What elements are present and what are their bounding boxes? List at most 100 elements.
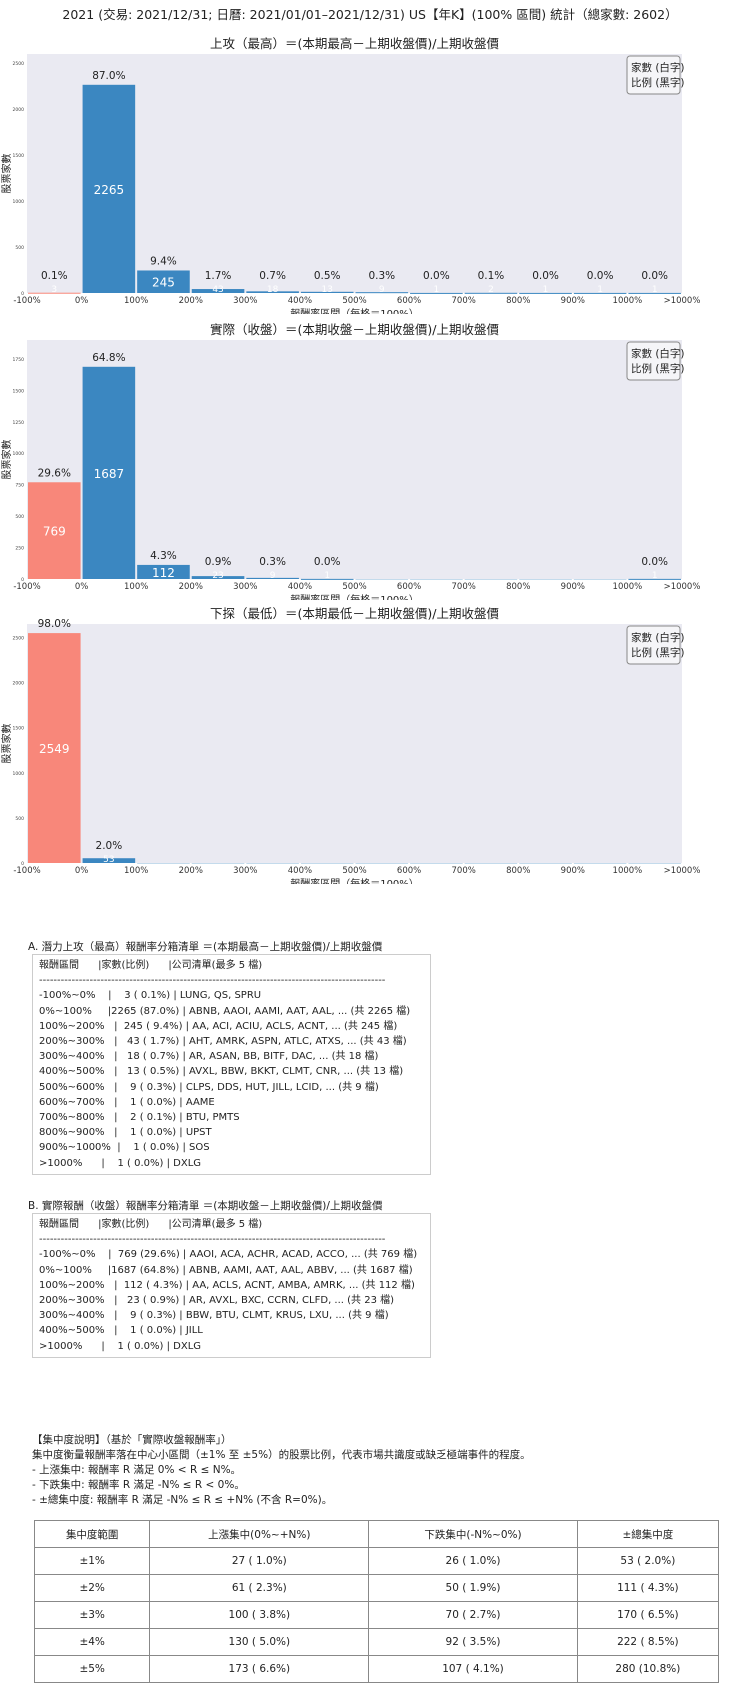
plot-area (27, 624, 682, 863)
bar-pct-label: 0.0% (423, 270, 450, 282)
list-row: 700%~800% | 2 ( 0.1%) | BTU, PMTS (39, 1112, 240, 1124)
x-tick-label: 900% (561, 296, 585, 306)
column-header: ±總集中度 (576, 1520, 720, 1548)
x-tick-label: 100% (124, 296, 148, 306)
x-tick-label: 600% (397, 582, 421, 592)
x-tick-label: 1000% (613, 296, 643, 306)
page-title: 2021 (交易: 2021/12/31; 日曆: 2021/01/01–202… (62, 7, 678, 22)
column-header: 上漲集中(0%~+N%) (149, 1520, 370, 1548)
legend-text: 比例 (黑字) (631, 646, 685, 659)
y-tick-label: 2000 (13, 681, 25, 687)
chart-title: 下探（最低）＝(本期最低－上期收盤價)/上期收盤價 (210, 606, 499, 621)
bar-pct-label: 0.0% (641, 556, 668, 568)
table-cell: 53 ( 2.0%) (576, 1547, 720, 1575)
x-tick-label: 500% (342, 296, 366, 306)
chart-title: 實際（收盤）＝(本期收盤－上期收盤價)/上期收盤價 (210, 322, 499, 337)
plot-area (27, 54, 682, 293)
bar-pct-label: 9.4% (150, 255, 177, 267)
legend-text: 比例 (黑字) (631, 76, 685, 89)
bar-6 (355, 292, 409, 294)
table-cell: ±1% (33, 1547, 151, 1575)
bar-count-label: 9 (379, 285, 385, 295)
table-row: ±1% 27 ( 1.0%) 26 ( 1.0%) 53 ( 2.0%) (33, 1547, 720, 1575)
table-cell: 173 ( 6.6%) (149, 1655, 370, 1683)
bar-11 (628, 863, 681, 864)
bar-count-label: 1 (652, 571, 658, 581)
y-tick-label: 1000 (13, 451, 25, 457)
table-cell: 50 ( 1.9%) (368, 1574, 578, 1602)
y-tick-label: 500 (15, 245, 24, 251)
list-a-box: 報酬區間 |家數(比例) |公司清單(最多 5 檔) --------------… (32, 954, 431, 1175)
table-cell: 27 ( 1.0%) (149, 1547, 370, 1575)
bar-pct-label: 0.0% (641, 270, 668, 282)
legend-box (626, 341, 681, 381)
table-cell: 100 ( 3.8%) (149, 1601, 370, 1629)
bar-11 (628, 292, 681, 294)
y-axis-label: 股票家數 (0, 154, 13, 194)
bar-pct-label: 1.7% (205, 270, 232, 282)
bar-10 (573, 292, 627, 294)
legend-box (626, 625, 681, 665)
list-row: 200%~300% | 23 ( 0.9%) | AR, AVXL, BXC, … (39, 1295, 395, 1307)
bar-11 (628, 578, 681, 580)
y-tick-label: 0 (21, 577, 24, 583)
bar-count-label: 769 (43, 525, 66, 539)
bar-7 (410, 863, 463, 864)
divider: ----------------------------------------… (39, 975, 386, 987)
bar-count-label: 9 (270, 571, 276, 581)
bar-count-label: 1687 (94, 467, 125, 481)
x-tick-label: 800% (506, 296, 530, 306)
bar-10 (573, 579, 627, 580)
y-tick-label: 2500 (13, 636, 25, 642)
table-cell: 111 ( 4.3%) (576, 1574, 720, 1602)
list-a: A. 潛力上攻（最高）報酬率分箱清單 ＝(本期最高－上期收盤價)/上期收盤價 報… (28, 939, 431, 1175)
x-tick-label: 500% (342, 866, 366, 876)
x-tick-label: 400% (288, 582, 312, 592)
x-tick-label: 200% (179, 866, 203, 876)
list-row: 200%~300% | 43 ( 1.7%) | AHT, AMRK, ASPN… (39, 1036, 407, 1048)
list-row: -100%~0% | 769 (29.6%) | AAOI, ACA, ACHR… (39, 1249, 418, 1261)
bar-count-label: 43 (212, 285, 223, 295)
x-tick-label: 300% (233, 582, 257, 592)
x-tick-label: 0% (75, 296, 89, 306)
bar-count-label: 1 (543, 285, 549, 295)
x-tick-label: >1000% (664, 866, 701, 876)
bar-2 (137, 863, 190, 864)
bar-2 (137, 564, 190, 579)
plot-area (27, 340, 682, 579)
bar-count-label: 53 (103, 855, 114, 865)
y-tick-label: 1000 (13, 771, 25, 777)
x-tick-label: 100% (124, 866, 148, 876)
x-tick-label: 600% (397, 296, 421, 306)
note-line: - 下跌集中: 報酬率 R 滿足 -N% ≤ R < 0%。 (32, 1479, 245, 1491)
bar-count-label: 2265 (94, 183, 125, 197)
bar-count-label: 2549 (39, 742, 70, 756)
y-tick-label: 1750 (13, 357, 25, 363)
table-row: ±5% 173 ( 6.6%) 107 ( 4.1%) 280 (10.8%) (33, 1655, 720, 1683)
table-cell: 107 ( 4.1%) (368, 1655, 578, 1683)
x-tick-label: 900% (561, 866, 585, 876)
x-axis-label: 報酬率區間（每格＝100%） (290, 307, 419, 314)
x-tick-label: 600% (397, 866, 421, 876)
bar-5 (300, 291, 354, 293)
x-tick-label: 700% (452, 296, 476, 306)
x-tick-label: 800% (506, 866, 530, 876)
list-row: 900%~1000% | 1 ( 0.0%) | SOS (39, 1142, 210, 1154)
table-cell: ±4% (33, 1628, 151, 1656)
x-tick-label: 300% (233, 296, 257, 306)
chart-svg: 下探（最低）＝(本期最低－上期收盤價)/上期收盤價 0 500 1000 1500 200… (0, 606, 701, 884)
table-cell: 26 ( 1.0%) (368, 1547, 578, 1575)
x-axis-label: 報酬率區間（每格＝100%） (290, 877, 419, 884)
bar-pct-label: 0.9% (205, 556, 232, 568)
x-axis-label: 報酬率區間（每格＝100%） (290, 593, 419, 600)
list-row: 0%~100% |2265 (87.0%) | ABNB, AAOI, AAMI… (39, 1005, 411, 1017)
bar-count-label: 112 (152, 566, 175, 580)
bar-3 (191, 289, 245, 293)
chart-svg: 實際（收盤）＝(本期收盤－上期收盤價)/上期收盤價 0 250 500 750 1000 1… (0, 322, 700, 600)
bar-count-label: 13 (321, 285, 332, 295)
list-row: 400%~500% | 13 ( 0.5%) | AVXL, BBW, BKKT… (39, 1066, 404, 1078)
y-axis-label: 股票家數 (0, 724, 13, 764)
x-tick-label: 700% (452, 582, 476, 592)
list-row: 100%~200% | 112 ( 4.3%) | AA, ACLS, ACNT… (39, 1279, 415, 1291)
x-tick-label: 200% (179, 582, 203, 592)
